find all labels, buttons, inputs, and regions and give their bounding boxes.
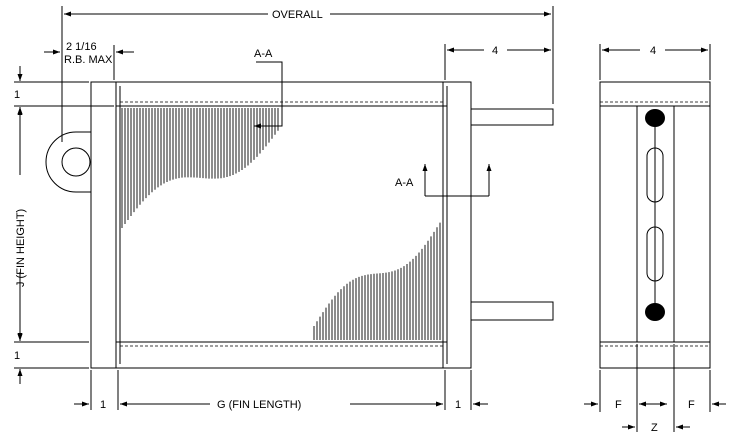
section-aa-label-top: A-A <box>254 48 273 60</box>
return-bend-max-dimension: 2 1/16 R.B. MAX <box>44 41 134 80</box>
overall-dimension: OVERALL <box>61 6 554 142</box>
fin-length-label: G (FIN LENGTH) <box>217 399 301 411</box>
front-view: A-A A-A OVERALL 2 1/16 R.B. MAX <box>14 6 554 411</box>
fin-height-label: J (FIN HEIGHT) <box>15 209 27 287</box>
front-frame-outline <box>90 81 472 369</box>
bottom-frame-label: 1 <box>14 350 20 362</box>
fin-hatch-bottom <box>313 222 441 340</box>
connection-pipes <box>470 108 554 321</box>
z-label: Z <box>651 422 658 434</box>
f-right-label: F <box>688 399 695 411</box>
pipe-width-label: 4 <box>492 45 498 57</box>
horizontal-dimensions: 1 G (FIN LENGTH) 1 <box>74 370 488 411</box>
vertical-dimensions: 1 J (FIN HEIGHT) 1 <box>14 66 114 384</box>
side-frame-outline <box>599 81 711 369</box>
overall-label: OVERALL <box>272 9 323 21</box>
rb-max-line-1: 2 1/16 <box>66 41 97 53</box>
top-frame-label: 1 <box>14 89 20 101</box>
side-view: 4 F F Z <box>584 44 726 434</box>
side-bottom-dimensions: F F Z <box>584 344 726 434</box>
fin-hatch-top <box>121 108 279 228</box>
pipe-width-dimension: 4 <box>444 44 551 80</box>
right-frame-label: 1 <box>455 399 461 411</box>
tube-circuit <box>645 109 665 321</box>
left-frame-label: 1 <box>100 399 106 411</box>
side-width-dimension: 4 <box>599 44 711 80</box>
section-aa-marker-top: A-A <box>254 48 283 129</box>
return-bend <box>45 131 91 193</box>
section-aa-marker-mid: A-A <box>395 164 492 197</box>
f-left-label: F <box>615 399 622 411</box>
section-aa-label-mid: A-A <box>395 177 414 189</box>
side-width-label: 4 <box>650 45 656 57</box>
rb-max-line-2: R.B. MAX <box>64 54 113 66</box>
